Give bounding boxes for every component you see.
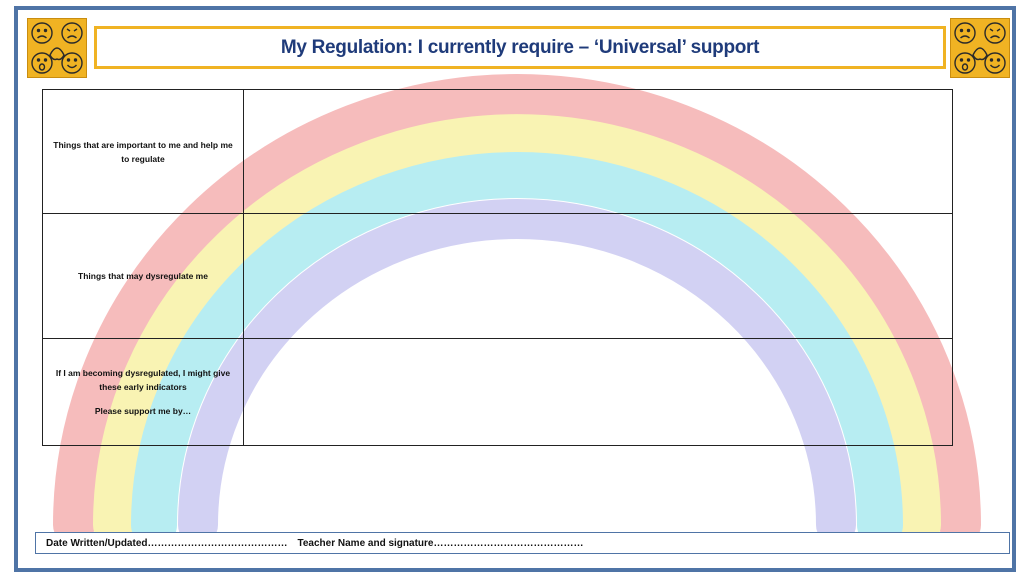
title-box: My Regulation: I currently require – ‘Un… [94, 26, 946, 69]
row-value-dysregulate[interactable] [243, 213, 953, 339]
date-written-label: Date Written/Updated…………………………………… [46, 537, 288, 549]
row-value-regulate[interactable] [243, 88, 953, 215]
emotion-faces-icon [954, 22, 1006, 74]
row-label-dysregulate: Things that may dysregulate me [42, 213, 244, 339]
emotion-faces-logo-left [27, 18, 87, 78]
page-title: My Regulation: I currently require – ‘Un… [280, 36, 760, 58]
support-me-label: Please support me by… [94, 405, 192, 416]
early-indicators-label: If I am becoming dysregulated, I might g… [55, 367, 231, 392]
table-row: Things that are important to me and help… [42, 88, 953, 215]
row-value-early-indicators[interactable] [243, 337, 953, 447]
row-label-early-indicators: If I am becoming dysregulated, I might g… [42, 337, 244, 447]
footer-signature-bar: Date Written/Updated…………………………………… Teach… [35, 532, 1010, 554]
document-frame: My Regulation: I currently require – ‘Un… [14, 6, 1016, 572]
table-row: Things that may dysregulate me [42, 213, 953, 339]
regulation-table: Things that are important to me and help… [42, 88, 953, 447]
table-row: If I am becoming dysregulated, I might g… [42, 337, 953, 447]
emotion-faces-logo-right [950, 18, 1010, 78]
row-label-regulate: Things that are important to me and help… [42, 88, 244, 215]
emotion-faces-icon [31, 22, 83, 74]
teacher-signature-label: Teacher Name and signature……………………………………… [297, 537, 584, 549]
